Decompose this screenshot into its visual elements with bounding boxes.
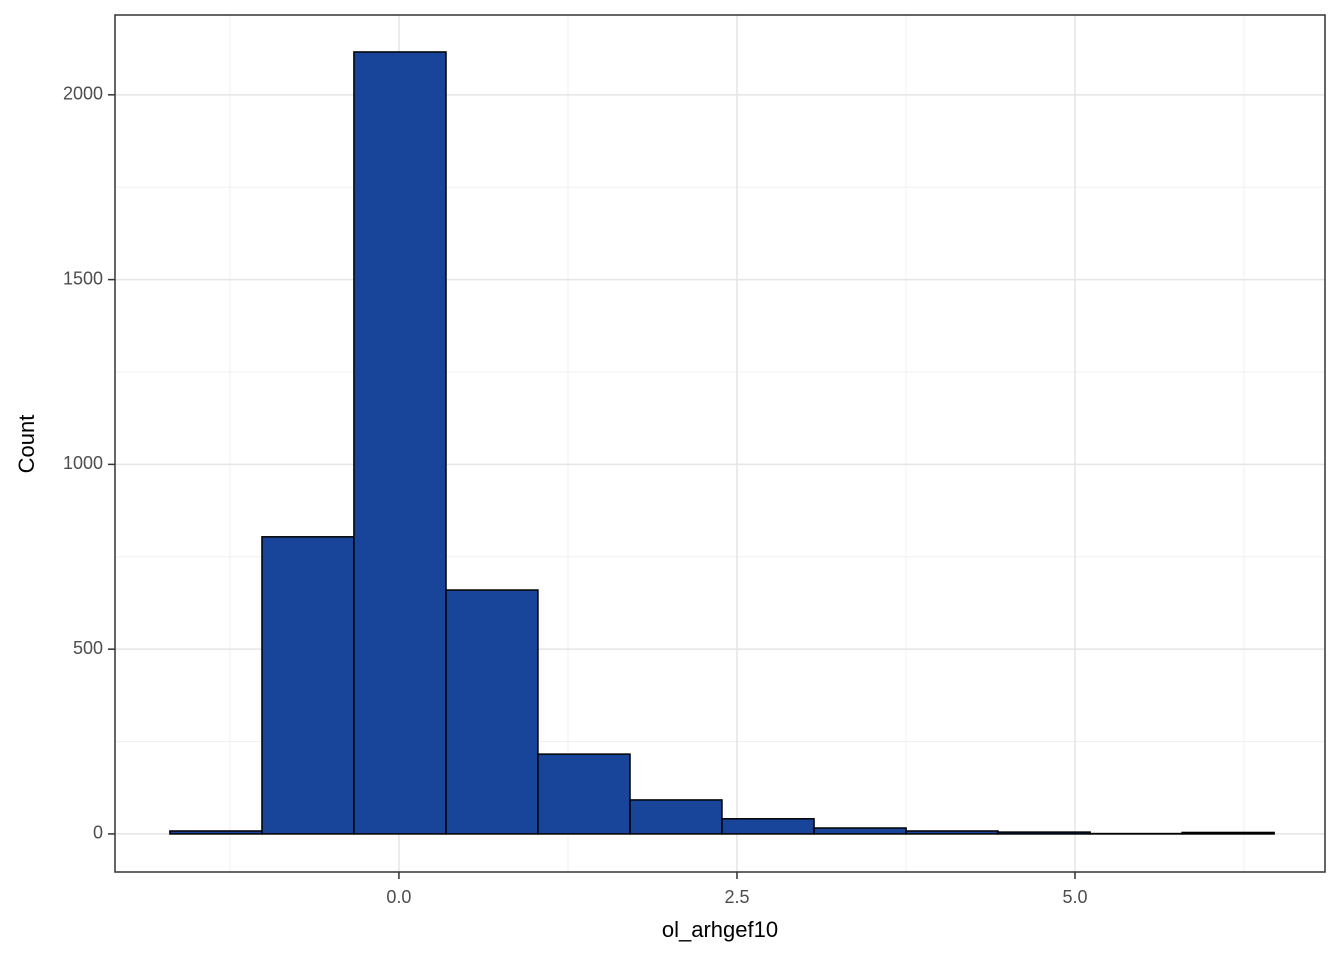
y-tick-label: 2000	[63, 84, 103, 104]
x-axis-label: ol_arhgef10	[662, 917, 778, 942]
bar	[261, 536, 355, 835]
bar	[997, 831, 1091, 835]
bar	[813, 827, 907, 835]
x-tick-label: 0.0	[386, 887, 411, 907]
y-tick-label: 0	[93, 823, 103, 843]
bar	[629, 799, 723, 835]
bar	[721, 818, 815, 835]
y-axis-label: Count	[14, 415, 39, 474]
panel-border	[114, 14, 1326, 873]
x-tick-label: 5.0	[1062, 887, 1087, 907]
bar	[1181, 831, 1275, 835]
y-tick-label: 1000	[63, 453, 103, 473]
bar	[353, 51, 447, 835]
x-tick-label: 2.5	[724, 887, 749, 907]
y-tick-label: 500	[73, 638, 103, 658]
y-tick-label: 1500	[63, 268, 103, 288]
bar	[537, 753, 631, 835]
bar	[905, 830, 999, 835]
bar	[445, 589, 539, 835]
bar	[169, 830, 263, 835]
